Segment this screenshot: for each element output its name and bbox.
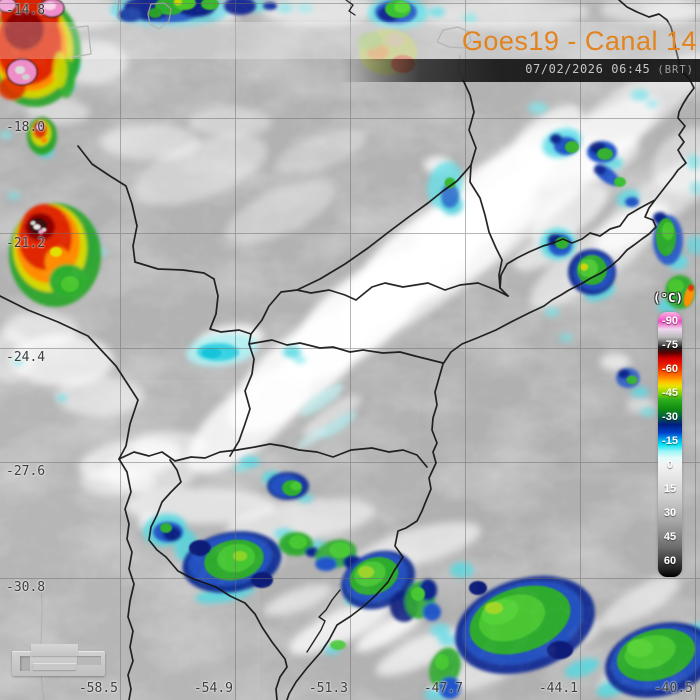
- colorbar-tick: 15: [663, 483, 677, 495]
- lat-label: -24.4: [6, 350, 46, 365]
- timestamp-value: 07/02/2026 06:45: [525, 62, 651, 76]
- colorbar-tick: 30: [663, 507, 677, 519]
- timestamp: 07/02/2026 06:45 (BRT): [340, 62, 694, 76]
- colorbar-tick: -60: [662, 363, 678, 375]
- colorbar-tick: 60: [663, 555, 677, 567]
- logo-bar: [33, 663, 76, 670]
- logo-tab: [31, 644, 78, 656]
- lon-label: -44.1: [538, 681, 578, 696]
- border-sp-west-mg: [250, 282, 509, 335]
- colorbar-tick: 0: [666, 459, 674, 471]
- border-apa-river: [134, 261, 215, 280]
- logo-step: [77, 656, 101, 665]
- coastline: [286, 34, 695, 700]
- colorbar-tick: -45: [662, 387, 678, 399]
- lat-label: -18.0: [6, 120, 46, 135]
- coastline-lagoon: [306, 589, 341, 653]
- border-top-squiggle: [345, 0, 356, 16]
- border-parana-river-south: [118, 458, 135, 700]
- institution-logo: [12, 644, 105, 677]
- colorbar-tick: 45: [663, 531, 677, 543]
- border-paraguay-south: [0, 295, 139, 460]
- colorbar-tick: -90: [662, 315, 678, 327]
- timestamp-bar: [340, 59, 700, 82]
- lon-label: -51.3: [308, 681, 348, 696]
- header-wash-band: [0, 22, 700, 59]
- border-uruguay-river: [148, 459, 288, 700]
- border-paraguay-river-north: [77, 145, 138, 263]
- product-title: Goes19 - Canal 14: [461, 26, 697, 56]
- border-mg-rj: [499, 199, 656, 289]
- border-top-right: [618, 0, 674, 36]
- lat-label: -30.8: [6, 580, 46, 595]
- border-pr-sc: [118, 443, 428, 468]
- lon-label: -40.5: [653, 681, 693, 696]
- timezone-label: (BRT): [657, 64, 694, 76]
- colorbar-unit: (°C): [652, 290, 684, 305]
- border-sp-pr: [248, 339, 444, 364]
- colorbar-tick: -30: [662, 411, 678, 423]
- border-mg-diagonal: [296, 164, 472, 291]
- lon-label: -54.9: [193, 681, 233, 696]
- border-mg-vertical: [462, 79, 509, 297]
- colorbar-tick: -15: [662, 435, 678, 447]
- temperature-colorbar: [658, 312, 682, 577]
- logo-notch: [20, 656, 30, 671]
- lat-label: -21.2: [6, 236, 46, 251]
- lon-label: -47.7: [423, 681, 463, 696]
- lat-label: -27.6: [6, 464, 46, 479]
- colorbar-tick: -75: [662, 339, 678, 351]
- lon-label: -58.5: [78, 681, 118, 696]
- lat-label: -14.8: [6, 3, 46, 18]
